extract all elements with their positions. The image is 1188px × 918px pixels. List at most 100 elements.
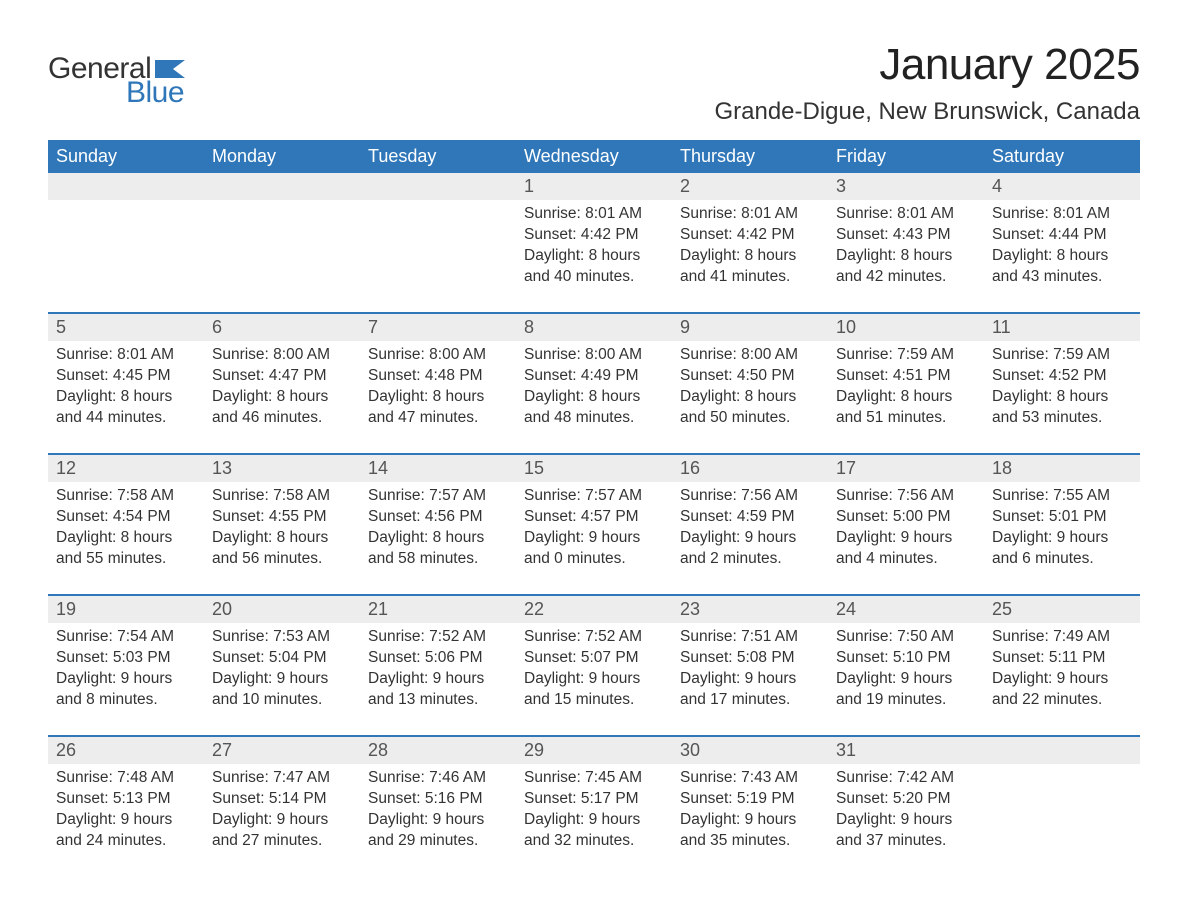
day-cell: Sunrise: 7:52 AMSunset: 5:06 PMDaylight:… bbox=[360, 623, 516, 735]
day-content-row: Sunrise: 8:01 AMSunset: 4:45 PMDaylight:… bbox=[48, 341, 1140, 453]
day-cell bbox=[48, 200, 204, 312]
daylight-line-2: and 44 minutes. bbox=[56, 408, 196, 429]
daylight-line-2: and 32 minutes. bbox=[524, 831, 664, 852]
daylight-line-2: and 22 minutes. bbox=[992, 690, 1132, 711]
sunrise-line: Sunrise: 7:56 AM bbox=[836, 486, 976, 507]
sunrise-line: Sunrise: 7:57 AM bbox=[368, 486, 508, 507]
day-number: 30 bbox=[672, 737, 828, 764]
day-content-row: Sunrise: 7:58 AMSunset: 4:54 PMDaylight:… bbox=[48, 482, 1140, 594]
sunrise-line: Sunrise: 8:00 AM bbox=[212, 345, 352, 366]
sunrise-line: Sunrise: 7:53 AM bbox=[212, 627, 352, 648]
day-cell: Sunrise: 8:00 AMSunset: 4:48 PMDaylight:… bbox=[360, 341, 516, 453]
sunset-line: Sunset: 5:16 PM bbox=[368, 789, 508, 810]
sunset-line: Sunset: 4:42 PM bbox=[680, 225, 820, 246]
day-number: 2 bbox=[672, 173, 828, 200]
daylight-line-1: Daylight: 9 hours bbox=[56, 669, 196, 690]
daylight-line-1: Daylight: 8 hours bbox=[212, 528, 352, 549]
sunset-line: Sunset: 5:01 PM bbox=[992, 507, 1132, 528]
daylight-line-2: and 8 minutes. bbox=[56, 690, 196, 711]
sunset-line: Sunset: 4:57 PM bbox=[524, 507, 664, 528]
sunrise-line: Sunrise: 8:00 AM bbox=[680, 345, 820, 366]
daylight-line-2: and 46 minutes. bbox=[212, 408, 352, 429]
day-number: 12 bbox=[48, 455, 204, 482]
day-number: 26 bbox=[48, 737, 204, 764]
daylight-line-1: Daylight: 9 hours bbox=[368, 810, 508, 831]
daynum-band: 12131415161718 bbox=[48, 455, 1140, 482]
sunset-line: Sunset: 5:04 PM bbox=[212, 648, 352, 669]
day-number: 15 bbox=[516, 455, 672, 482]
week-row: 12131415161718Sunrise: 7:58 AMSunset: 4:… bbox=[48, 453, 1140, 594]
day-number: 6 bbox=[204, 314, 360, 341]
day-number: 17 bbox=[828, 455, 984, 482]
sunrise-line: Sunrise: 8:01 AM bbox=[836, 204, 976, 225]
sunset-line: Sunset: 5:10 PM bbox=[836, 648, 976, 669]
day-cell: Sunrise: 7:46 AMSunset: 5:16 PMDaylight:… bbox=[360, 764, 516, 876]
sunrise-line: Sunrise: 8:00 AM bbox=[368, 345, 508, 366]
daylight-line-1: Daylight: 8 hours bbox=[212, 387, 352, 408]
daylight-line-1: Daylight: 9 hours bbox=[524, 669, 664, 690]
daylight-line-2: and 37 minutes. bbox=[836, 831, 976, 852]
daylight-line-2: and 10 minutes. bbox=[212, 690, 352, 711]
sunset-line: Sunset: 4:48 PM bbox=[368, 366, 508, 387]
title-block: January 2025 Grande-Digue, New Brunswick… bbox=[714, 40, 1140, 126]
day-number: 31 bbox=[828, 737, 984, 764]
sunrise-line: Sunrise: 8:00 AM bbox=[524, 345, 664, 366]
day-cell: Sunrise: 7:59 AMSunset: 4:52 PMDaylight:… bbox=[984, 341, 1140, 453]
sunset-line: Sunset: 5:13 PM bbox=[56, 789, 196, 810]
daynum-band: 567891011 bbox=[48, 314, 1140, 341]
sunset-line: Sunset: 5:00 PM bbox=[836, 507, 976, 528]
day-content-row: Sunrise: 7:48 AMSunset: 5:13 PMDaylight:… bbox=[48, 764, 1140, 876]
day-number bbox=[984, 737, 1140, 764]
daylight-line-1: Daylight: 8 hours bbox=[836, 387, 976, 408]
day-content-row: Sunrise: 7:54 AMSunset: 5:03 PMDaylight:… bbox=[48, 623, 1140, 735]
day-cell: Sunrise: 7:59 AMSunset: 4:51 PMDaylight:… bbox=[828, 341, 984, 453]
weekday-sunday: Sunday bbox=[48, 140, 204, 173]
day-number bbox=[48, 173, 204, 200]
day-cell: Sunrise: 7:42 AMSunset: 5:20 PMDaylight:… bbox=[828, 764, 984, 876]
sunset-line: Sunset: 4:47 PM bbox=[212, 366, 352, 387]
sunset-line: Sunset: 5:14 PM bbox=[212, 789, 352, 810]
sunrise-line: Sunrise: 7:59 AM bbox=[992, 345, 1132, 366]
day-number: 18 bbox=[984, 455, 1140, 482]
sunset-line: Sunset: 4:49 PM bbox=[524, 366, 664, 387]
daylight-line-2: and 24 minutes. bbox=[56, 831, 196, 852]
day-number bbox=[360, 173, 516, 200]
weeks-container: 1234Sunrise: 8:01 AMSunset: 4:42 PMDayli… bbox=[48, 173, 1140, 876]
daylight-line-1: Daylight: 8 hours bbox=[992, 246, 1132, 267]
sunrise-line: Sunrise: 7:46 AM bbox=[368, 768, 508, 789]
daylight-line-2: and 2 minutes. bbox=[680, 549, 820, 570]
day-number: 9 bbox=[672, 314, 828, 341]
daylight-line-2: and 48 minutes. bbox=[524, 408, 664, 429]
sunset-line: Sunset: 4:54 PM bbox=[56, 507, 196, 528]
sunrise-line: Sunrise: 7:57 AM bbox=[524, 486, 664, 507]
daylight-line-1: Daylight: 9 hours bbox=[836, 528, 976, 549]
day-cell: Sunrise: 7:50 AMSunset: 5:10 PMDaylight:… bbox=[828, 623, 984, 735]
daylight-line-1: Daylight: 9 hours bbox=[524, 810, 664, 831]
daylight-line-1: Daylight: 8 hours bbox=[680, 387, 820, 408]
daylight-line-1: Daylight: 8 hours bbox=[992, 387, 1132, 408]
day-cell: Sunrise: 7:53 AMSunset: 5:04 PMDaylight:… bbox=[204, 623, 360, 735]
weekday-thursday: Thursday bbox=[672, 140, 828, 173]
sunrise-line: Sunrise: 7:56 AM bbox=[680, 486, 820, 507]
day-number: 27 bbox=[204, 737, 360, 764]
day-cell: Sunrise: 8:00 AMSunset: 4:50 PMDaylight:… bbox=[672, 341, 828, 453]
daylight-line-2: and 58 minutes. bbox=[368, 549, 508, 570]
day-number: 29 bbox=[516, 737, 672, 764]
sunrise-line: Sunrise: 7:52 AM bbox=[524, 627, 664, 648]
daylight-line-1: Daylight: 8 hours bbox=[56, 528, 196, 549]
sunrise-line: Sunrise: 7:51 AM bbox=[680, 627, 820, 648]
daylight-line-2: and 50 minutes. bbox=[680, 408, 820, 429]
logo: General Blue bbox=[48, 40, 191, 108]
day-number: 14 bbox=[360, 455, 516, 482]
sunrise-line: Sunrise: 7:42 AM bbox=[836, 768, 976, 789]
day-cell: Sunrise: 7:45 AMSunset: 5:17 PMDaylight:… bbox=[516, 764, 672, 876]
daylight-line-2: and 27 minutes. bbox=[212, 831, 352, 852]
daylight-line-2: and 15 minutes. bbox=[524, 690, 664, 711]
daynum-band: 19202122232425 bbox=[48, 596, 1140, 623]
sunrise-line: Sunrise: 8:01 AM bbox=[992, 204, 1132, 225]
daylight-line-1: Daylight: 8 hours bbox=[368, 387, 508, 408]
daylight-line-1: Daylight: 9 hours bbox=[680, 669, 820, 690]
day-cell: Sunrise: 7:57 AMSunset: 4:57 PMDaylight:… bbox=[516, 482, 672, 594]
daylight-line-2: and 19 minutes. bbox=[836, 690, 976, 711]
daylight-line-1: Daylight: 8 hours bbox=[680, 246, 820, 267]
